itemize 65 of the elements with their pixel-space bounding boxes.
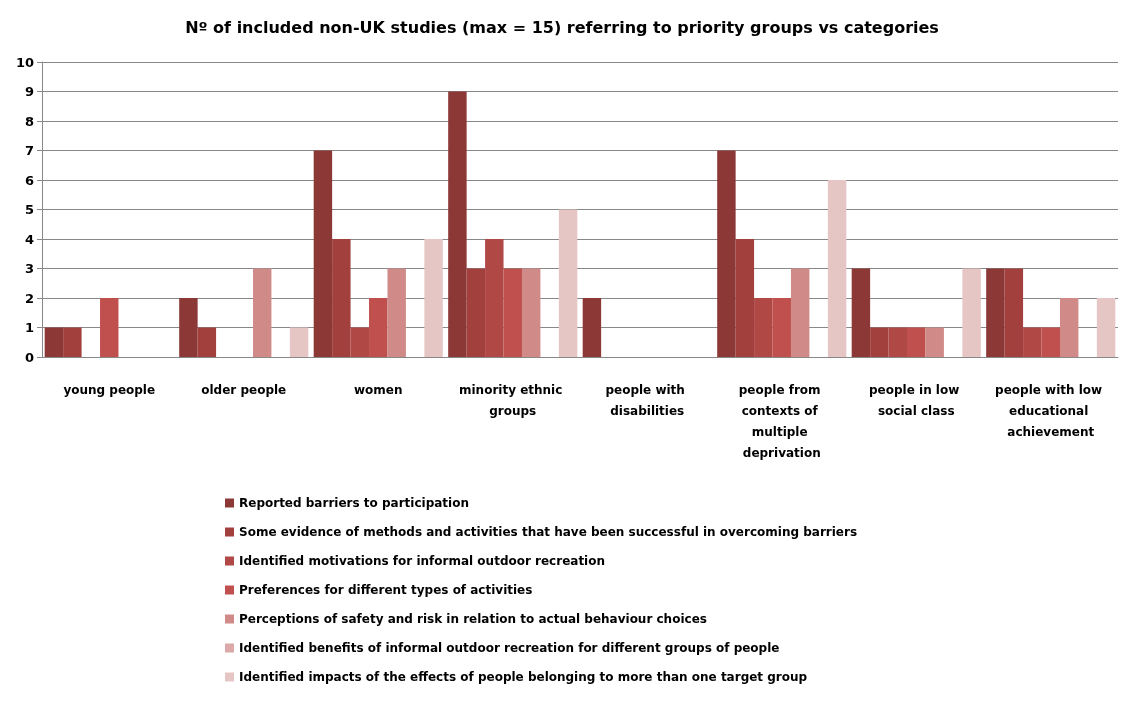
y-tick-label: 4 xyxy=(24,231,34,247)
bar xyxy=(827,180,847,357)
bar xyxy=(735,239,755,357)
legend-label: Reported barriers to participation xyxy=(239,496,469,510)
x-tick-label: people in low social class xyxy=(869,382,964,418)
bar xyxy=(424,239,443,357)
bar xyxy=(63,327,82,357)
bar xyxy=(962,268,981,357)
legend-label: Some evidence of methods and activities that have been successful in overcoming barriers xyxy=(239,525,858,539)
bar xyxy=(289,327,309,357)
legend-label: Preferences for different types of activities xyxy=(239,583,533,597)
legend-label: Identified impacts of the effects of people belonging to more than one target group xyxy=(239,670,808,684)
x-tick-label: young people xyxy=(63,382,156,397)
x-tick-label: older people xyxy=(201,382,287,397)
bar xyxy=(466,268,486,357)
x-tick-label: people with disabilities xyxy=(605,382,690,418)
bar xyxy=(332,239,351,357)
bar xyxy=(986,268,1005,357)
legend-label: Identified motivations for informal outdoor recreation xyxy=(239,554,606,568)
x-tick-label: women xyxy=(353,382,403,397)
bar xyxy=(1004,268,1024,357)
bar xyxy=(485,239,504,357)
y-tick-label: 8 xyxy=(24,113,34,129)
legend-label: Perceptions of safety and risk in relation to actual behaviour choices xyxy=(239,612,707,626)
y-tick-label: 2 xyxy=(24,290,34,306)
bar xyxy=(1041,327,1060,357)
y-tick-label: 0 xyxy=(24,349,34,365)
bar xyxy=(790,268,810,357)
bar xyxy=(448,91,467,357)
bar xyxy=(907,327,926,357)
y-tick-label: 7 xyxy=(24,143,34,158)
bar xyxy=(925,327,944,357)
legend-label: Identified benefits of informal outdoor recreation for different groups of people xyxy=(239,641,780,655)
bar xyxy=(888,327,908,357)
bar xyxy=(772,298,791,357)
bar xyxy=(44,327,64,357)
bar xyxy=(252,268,272,357)
y-tick-label: 9 xyxy=(24,84,34,99)
y-tick-label: 10 xyxy=(15,54,34,70)
bar xyxy=(179,298,198,357)
chart-title: Nº of included non-UK studies (max = 15) referring to priority groups vs categories xyxy=(185,17,939,37)
bar xyxy=(369,298,388,357)
y-tick-label: 3 xyxy=(24,261,34,276)
bar xyxy=(387,268,406,357)
bar xyxy=(503,268,522,357)
bar xyxy=(754,298,773,357)
bar xyxy=(1096,298,1116,357)
bar xyxy=(558,209,578,357)
x-tick-label: minority ethnic groups xyxy=(458,382,567,418)
x-tick-label: people from contexts of multiple deprivation xyxy=(738,382,825,460)
bar xyxy=(521,268,541,357)
y-tick-label: 6 xyxy=(24,172,34,188)
bar xyxy=(197,327,217,357)
bar xyxy=(582,298,602,357)
bar xyxy=(1059,298,1079,357)
bar xyxy=(851,268,871,357)
bar xyxy=(870,327,889,357)
bar xyxy=(1023,327,1042,357)
bar xyxy=(350,327,370,357)
bar xyxy=(313,150,333,357)
x-tick-label: people with low educational achievement xyxy=(995,382,1107,439)
bar xyxy=(100,298,119,357)
bar xyxy=(717,150,736,357)
y-tick-label: 5 xyxy=(24,202,34,217)
y-tick-label: 1 xyxy=(24,320,34,335)
